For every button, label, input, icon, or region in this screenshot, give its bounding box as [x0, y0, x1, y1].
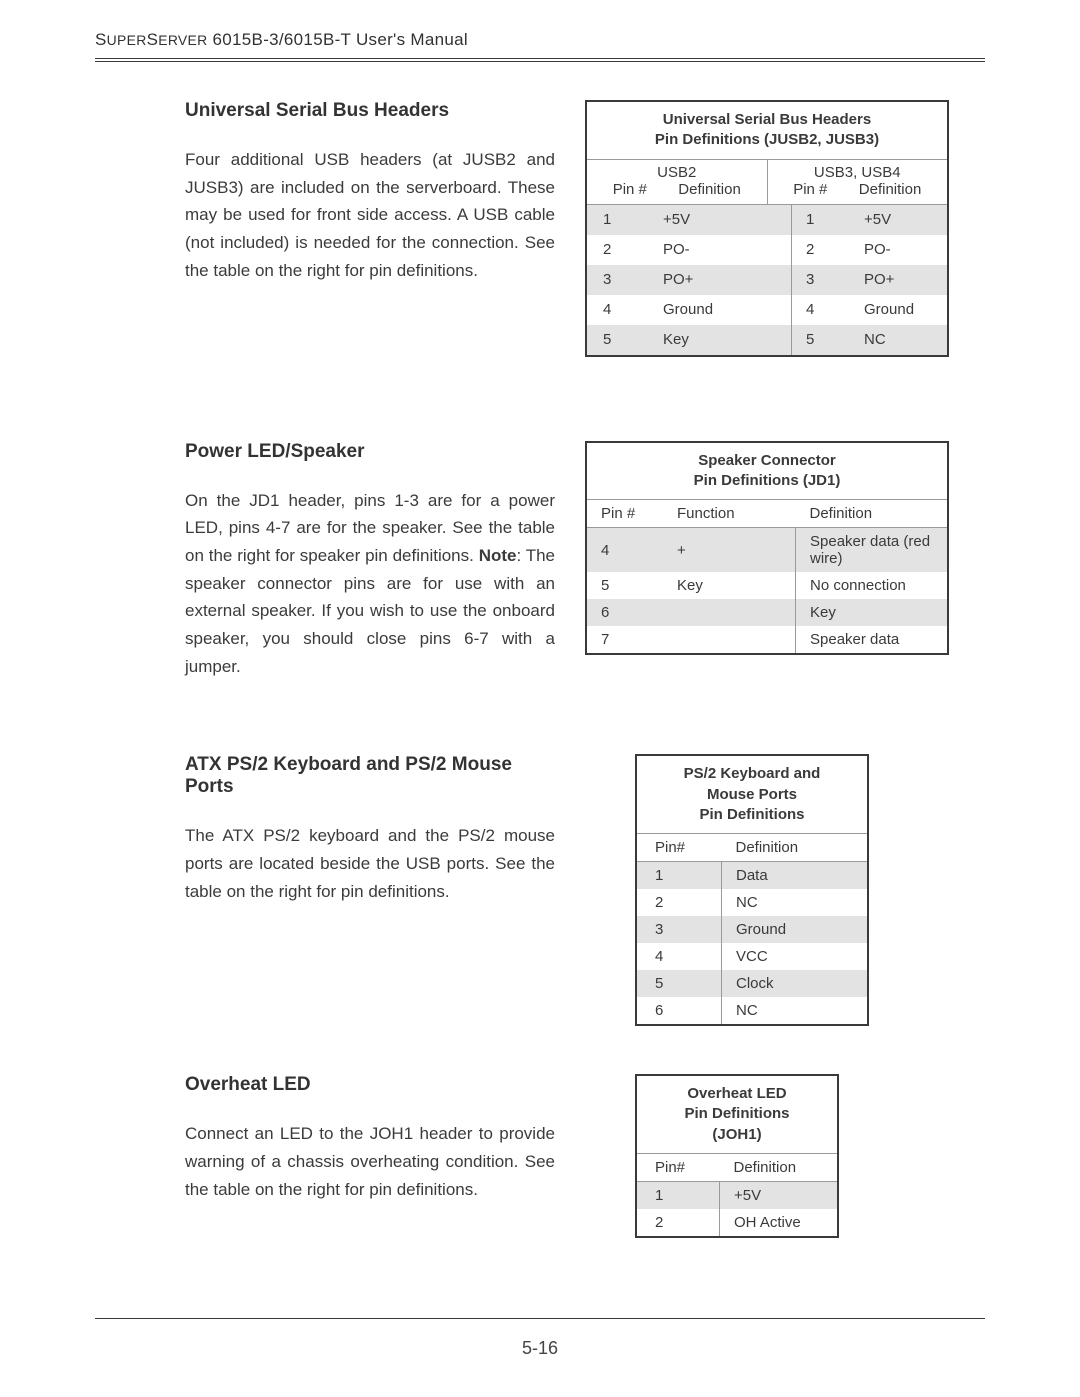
usb-table-title1: Universal Serial Bus Headers [663, 111, 871, 128]
section-overheat: Overheat LED Connect an LED to the JOH1 … [95, 1074, 985, 1238]
usb-table: Universal Serial Bus Headers Pin Definit… [585, 100, 949, 357]
speaker-table-title2: Pin Definitions (JD1) [694, 472, 841, 489]
page: SUPERSERVER 6015B-3/6015B-T User's Manua… [0, 0, 1080, 1397]
section-usb: Universal Serial Bus Headers Four additi… [95, 100, 985, 357]
ps2-table-title2: Mouse Ports [707, 786, 797, 803]
overheat-text: Connect an LED to the JOH1 header to pro… [185, 1120, 555, 1203]
table-header: Pin# Definition [637, 834, 867, 862]
speaker-heading: Power LED/Speaker [185, 441, 555, 463]
overheat-table-title2: Pin Definitions [685, 1105, 790, 1122]
table-row: 4 Ground 4 Ground [587, 295, 947, 325]
table-row: 3 Ground [637, 916, 867, 943]
speaker-table-title1: Speaker Connector [698, 452, 836, 469]
table-header: Pin # Function Definition [587, 500, 947, 528]
page-number: 5-16 [0, 1338, 1080, 1359]
table-row: 2 PO- 2 PO- [587, 235, 947, 265]
table-row: 2 OH Active [637, 1209, 837, 1236]
table-row: 6 Key [587, 599, 947, 626]
table-row: 7 Speaker data [587, 626, 947, 653]
section-speaker: Power LED/Speaker On the JD1 header, pin… [95, 441, 985, 681]
usb-col-pin-l: Pin # [613, 181, 647, 198]
ps2-text: The ATX PS/2 keyboard and the PS/2 mouse… [185, 822, 555, 905]
section-ps2: ATX PS/2 Keyboard and PS/2 Mouse Ports T… [95, 754, 985, 1026]
usb-right-label: USB3, USB4 [768, 164, 948, 181]
table-row: 1 Data [637, 862, 867, 890]
table-row: 2 NC [637, 889, 867, 916]
speaker-table: Speaker Connector Pin Definitions (JD1) … [585, 441, 949, 656]
usb-heading: Universal Serial Bus Headers [185, 100, 555, 122]
ps2-table-title3: Pin Definitions [700, 806, 805, 823]
table-row: 5 Key No connection [587, 572, 947, 599]
table-row: 4 VCC [637, 943, 867, 970]
ps2-table-title1: PS/2 Keyboard and [684, 765, 821, 782]
table-row: 1 +5V 1 +5V [587, 205, 947, 235]
table-row: 5 Key 5 NC [587, 325, 947, 355]
overheat-table-title3: (JOH1) [712, 1126, 761, 1143]
usb-col-pin-r: Pin # [793, 181, 827, 198]
table-row: 1 +5V [637, 1181, 837, 1209]
header-text: 6015B-3/6015B-T User's Manual [213, 30, 468, 49]
usb-col-def-r: Definition [859, 181, 922, 198]
content: Universal Serial Bus Headers Four additi… [95, 100, 985, 1238]
table-row: 4 + Speaker data (red wire) [587, 528, 947, 573]
running-header: SUPERSERVER 6015B-3/6015B-T User's Manua… [95, 30, 985, 56]
usb-text: Four additional USB headers (at JUSB2 an… [185, 146, 555, 285]
table-row: 6 NC [637, 997, 867, 1024]
overheat-heading: Overheat LED [185, 1074, 555, 1096]
ps2-table: PS/2 Keyboard and Mouse Ports Pin Defini… [635, 754, 869, 1026]
usb-col-def-l: Definition [678, 181, 741, 198]
usb-table-title2: Pin Definitions (JUSB2, JUSB3) [655, 131, 879, 148]
table-header: Pin# Definition [637, 1154, 837, 1182]
table-row: 3 PO+ 3 PO+ [587, 265, 947, 295]
usb-left-label: USB2 [587, 164, 767, 181]
header-rule [95, 58, 985, 62]
table-row: 5 Clock [637, 970, 867, 997]
overheat-table-title1: Overheat LED [687, 1085, 786, 1102]
speaker-text: On the JD1 header, pins 1-3 are for a po… [185, 487, 555, 681]
ps2-heading: ATX PS/2 Keyboard and PS/2 Mouse Ports [185, 754, 555, 798]
footer-rule [95, 1318, 985, 1319]
overheat-table: Overheat LED Pin Definitions (JOH1) Pin#… [635, 1074, 839, 1238]
